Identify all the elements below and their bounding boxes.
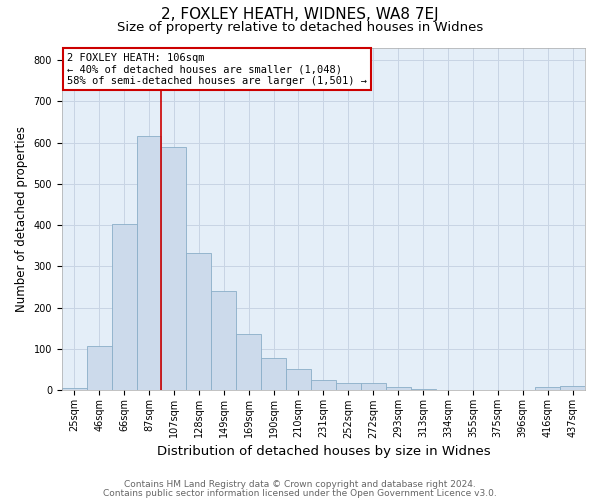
Text: 2 FOXLEY HEATH: 106sqm
← 40% of detached houses are smaller (1,048)
58% of semi-: 2 FOXLEY HEATH: 106sqm ← 40% of detached…	[67, 52, 367, 86]
Bar	[112, 224, 137, 390]
Bar	[535, 387, 560, 390]
Bar	[161, 146, 187, 390]
Bar	[560, 386, 585, 390]
Y-axis label: Number of detached properties: Number of detached properties	[15, 126, 28, 312]
Bar	[137, 136, 161, 390]
X-axis label: Distribution of detached houses by size in Widnes: Distribution of detached houses by size …	[157, 444, 490, 458]
Bar	[361, 383, 386, 390]
Bar	[211, 292, 236, 390]
Bar	[311, 380, 336, 390]
Bar	[336, 384, 361, 390]
Text: Contains HM Land Registry data © Crown copyright and database right 2024.: Contains HM Land Registry data © Crown c…	[124, 480, 476, 489]
Bar	[236, 334, 261, 390]
Bar	[187, 253, 211, 390]
Bar	[286, 370, 311, 390]
Bar	[86, 346, 112, 391]
Bar	[386, 387, 410, 390]
Bar	[62, 388, 86, 390]
Text: Size of property relative to detached houses in Widnes: Size of property relative to detached ho…	[117, 21, 483, 34]
Bar	[261, 358, 286, 390]
Bar	[410, 389, 436, 390]
Text: 2, FOXLEY HEATH, WIDNES, WA8 7EJ: 2, FOXLEY HEATH, WIDNES, WA8 7EJ	[161, 8, 439, 22]
Text: Contains public sector information licensed under the Open Government Licence v3: Contains public sector information licen…	[103, 489, 497, 498]
